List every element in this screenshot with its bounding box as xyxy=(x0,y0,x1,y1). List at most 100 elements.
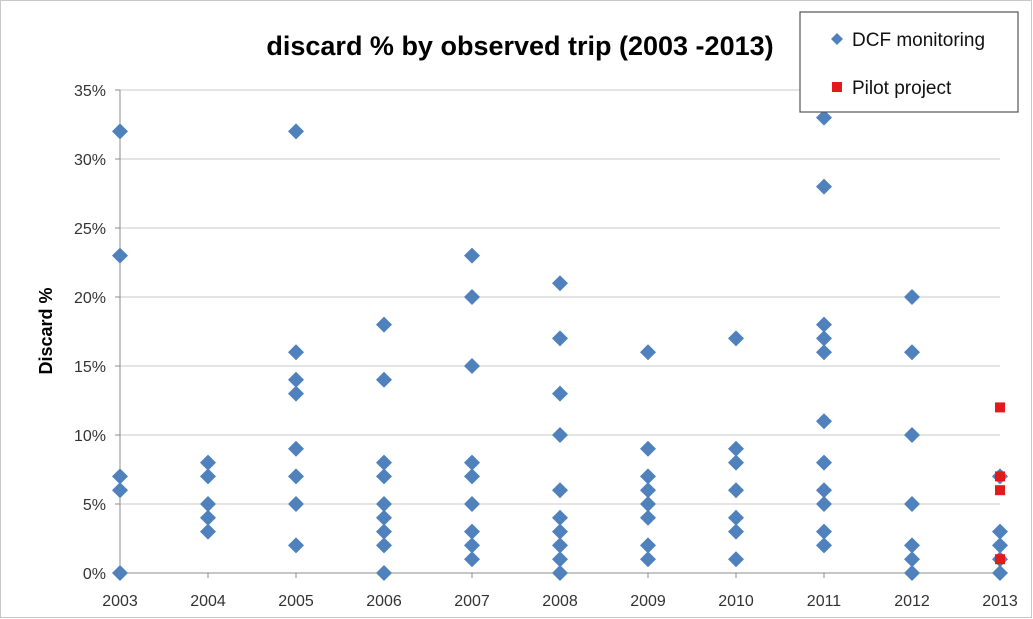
chart-title: discard % by observed trip (2003 -2013) xyxy=(266,31,773,61)
data-point-diamond xyxy=(288,385,304,402)
data-point-diamond xyxy=(200,468,216,485)
data-point-diamond xyxy=(464,468,480,485)
legend-marker-square xyxy=(832,82,842,92)
data-point-diamond xyxy=(816,537,832,554)
data-point-diamond xyxy=(552,551,568,568)
y-tick-label: 30% xyxy=(74,152,106,169)
series-pilot-project xyxy=(995,402,1005,565)
y-tick-label: 35% xyxy=(74,83,106,100)
y-tick-label: 0% xyxy=(83,566,106,583)
data-point-diamond xyxy=(112,482,128,499)
data-point-diamond xyxy=(464,523,480,540)
data-point-diamond xyxy=(464,358,480,374)
x-tick-label: 2008 xyxy=(542,593,578,610)
y-tick-label: 5% xyxy=(83,497,106,514)
data-point-diamond xyxy=(464,247,480,264)
y-tick-labels: 0% 5% 10% 15% 20% 25% 30% 35% xyxy=(74,83,120,583)
data-point-diamond xyxy=(904,289,920,305)
x-tick-label: 2010 xyxy=(718,593,754,610)
x-tick-label: 2006 xyxy=(366,593,402,610)
x-tick-label: 2011 xyxy=(807,593,842,610)
data-point-diamond xyxy=(552,509,568,526)
legend-entries: DCF monitoring Pilot project xyxy=(831,30,985,99)
data-point-diamond xyxy=(904,537,920,554)
data-point-diamond xyxy=(640,440,656,457)
data-point-diamond xyxy=(288,123,304,140)
data-point-diamond xyxy=(816,316,832,333)
data-point-diamond xyxy=(288,344,304,361)
data-point-diamond xyxy=(288,371,304,388)
x-tick-label: 2009 xyxy=(630,593,666,610)
data-point-diamond xyxy=(728,454,744,471)
data-point-square xyxy=(995,471,1005,482)
data-point-diamond xyxy=(552,523,568,540)
data-point-square xyxy=(995,402,1005,413)
data-point-diamond xyxy=(376,454,392,471)
data-point-diamond xyxy=(376,565,392,581)
data-point-diamond xyxy=(816,482,832,499)
x-tick-label: 2012 xyxy=(894,593,930,610)
data-point-diamond xyxy=(816,413,832,430)
data-point-diamond xyxy=(464,551,480,568)
data-point-square xyxy=(995,485,1005,496)
data-point-diamond xyxy=(728,523,744,540)
data-point-diamond xyxy=(904,344,920,361)
data-point-diamond xyxy=(904,551,920,568)
data-point-diamond xyxy=(992,565,1008,581)
data-point-diamond xyxy=(200,523,216,540)
data-point-diamond xyxy=(552,482,568,499)
legend-label: Pilot project xyxy=(852,78,952,99)
data-point-diamond xyxy=(376,468,392,485)
data-point-diamond xyxy=(640,496,656,512)
data-point-diamond xyxy=(464,496,480,512)
y-tick-label: 10% xyxy=(74,428,106,445)
data-point-diamond xyxy=(200,454,216,471)
data-point-diamond xyxy=(552,427,568,443)
data-point-diamond xyxy=(288,468,304,485)
x-tick-label: 2007 xyxy=(454,593,490,610)
x-tick-label: 2004 xyxy=(190,593,226,610)
data-point-diamond xyxy=(376,537,392,554)
y-axis-label: Discard % xyxy=(36,287,56,374)
data-point-diamond xyxy=(112,468,128,485)
x-tick-label: 2003 xyxy=(102,593,138,610)
data-point-diamond xyxy=(640,468,656,485)
data-point-diamond xyxy=(200,496,216,512)
data-point-diamond xyxy=(904,427,920,443)
legend-box xyxy=(799,11,1019,113)
data-point-diamond xyxy=(640,509,656,526)
data-point-diamond xyxy=(728,509,744,526)
data-point-diamond xyxy=(816,109,832,126)
x-tick-labels: 2003 2004 2005 2006 2007 2008 2009 2010 2011 2012… xyxy=(102,573,1018,610)
data-point-square xyxy=(995,554,1005,565)
data-point-diamond xyxy=(904,565,920,581)
data-point-diamond xyxy=(728,330,744,347)
data-point-diamond xyxy=(288,440,304,457)
data-point-diamond xyxy=(552,537,568,554)
data-point-diamond xyxy=(288,496,304,512)
data-point-diamond xyxy=(112,123,128,140)
data-point-diamond xyxy=(464,289,480,305)
data-point-diamond xyxy=(904,496,920,512)
data-point-diamond xyxy=(992,537,1008,554)
x-tick-label: 2013 xyxy=(982,593,1018,610)
legend-label: DCF monitoring xyxy=(852,30,985,51)
data-point-diamond xyxy=(640,551,656,568)
data-point-diamond xyxy=(552,385,568,402)
data-point-diamond xyxy=(728,440,744,457)
data-point-diamond xyxy=(112,247,128,264)
data-point-diamond xyxy=(816,178,832,195)
data-point-diamond xyxy=(464,454,480,471)
data-point-diamond xyxy=(376,523,392,540)
data-point-diamond xyxy=(640,344,656,361)
data-point-diamond xyxy=(816,496,832,512)
data-point-diamond xyxy=(552,275,568,292)
legend-marker-diamond xyxy=(831,33,843,45)
x-tick-label: 2005 xyxy=(278,593,314,610)
data-point-diamond xyxy=(376,316,392,333)
data-point-diamond xyxy=(376,496,392,512)
data-point-diamond xyxy=(816,454,832,471)
y-tick-label: 15% xyxy=(74,359,106,376)
